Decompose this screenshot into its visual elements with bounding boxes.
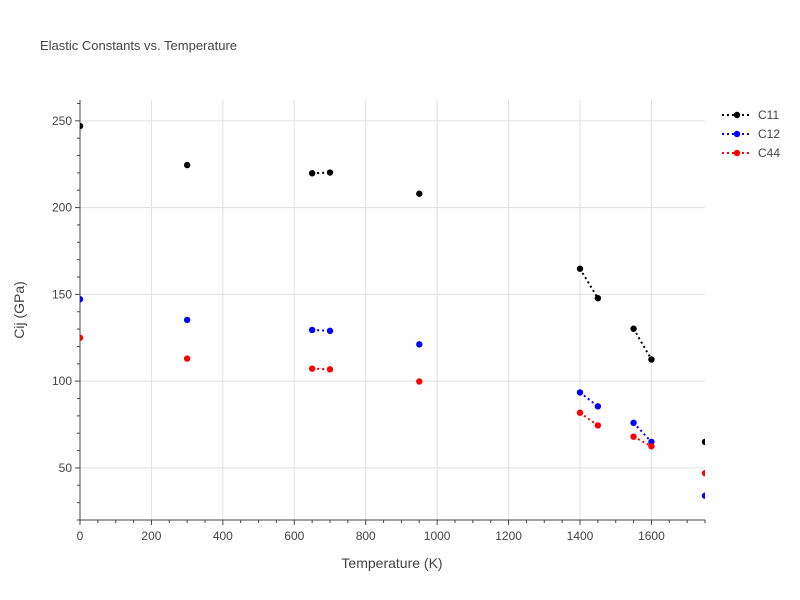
- legend-label: C11: [758, 108, 779, 122]
- data-point[interactable]: [416, 341, 423, 348]
- data-point[interactable]: [308, 365, 316, 372]
- data-point[interactable]: [630, 419, 637, 427]
- x-tick-label: 400: [213, 529, 233, 543]
- series-line-segment: [579, 268, 599, 299]
- data-point[interactable]: [77, 122, 84, 130]
- data-point[interactable]: [183, 355, 191, 362]
- legend-marker: [733, 111, 741, 119]
- legend-label: C12: [758, 127, 780, 141]
- axis-layer: 0 200 400 600 800 1000 1200 1400 1600 50 100 150 200…: [52, 100, 706, 543]
- x-tick-label: 200: [141, 529, 161, 543]
- chart-title: Elastic Constants vs. Temperature: [40, 38, 237, 53]
- series-line-segment: [633, 435, 652, 448]
- legend-item-c44[interactable]: C44: [722, 146, 780, 160]
- legend-item-c11[interactable]: C11: [722, 108, 779, 122]
- legend-marker: [733, 149, 741, 157]
- data-layer: [77, 122, 708, 499]
- series-line-segment: [579, 391, 599, 408]
- x-tick-label: 800: [356, 529, 376, 543]
- data-point[interactable]: [77, 296, 84, 303]
- series-c12: [77, 296, 708, 499]
- data-point[interactable]: [576, 265, 584, 272]
- data-point[interactable]: [648, 443, 655, 450]
- series-line-segment: [632, 422, 653, 443]
- data-point[interactable]: [594, 422, 602, 429]
- series-line-segment: [579, 411, 599, 427]
- data-point[interactable]: [630, 433, 637, 440]
- x-axis-title: Temperature (K): [341, 555, 442, 571]
- data-point[interactable]: [594, 403, 602, 410]
- grid-layer: [80, 100, 705, 520]
- data-point[interactable]: [416, 190, 423, 197]
- data-point[interactable]: [701, 438, 708, 446]
- series-c11: [77, 122, 708, 446]
- data-point[interactable]: [576, 409, 584, 416]
- y-tick-label: 150: [52, 287, 72, 301]
- data-point[interactable]: [416, 378, 423, 385]
- data-point[interactable]: [701, 469, 708, 477]
- y-tick-label: 100: [52, 374, 72, 388]
- series-line-segment: [632, 328, 653, 360]
- data-point[interactable]: [77, 334, 84, 341]
- legend-item-c12[interactable]: C12: [722, 127, 780, 141]
- legend[interactable]: C11 C12 C44: [722, 108, 780, 160]
- x-tick-label: 0: [77, 529, 84, 543]
- data-point[interactable]: [701, 492, 708, 499]
- legend-label: C44: [758, 146, 780, 160]
- data-point[interactable]: [648, 356, 655, 363]
- data-point[interactable]: [183, 161, 191, 169]
- data-point[interactable]: [326, 366, 334, 373]
- x-tick-label: 1600: [638, 529, 665, 543]
- series-c44: [77, 334, 708, 477]
- x-tick-label: 1400: [567, 529, 594, 543]
- legend-marker: [733, 130, 741, 138]
- data-point[interactable]: [576, 389, 584, 396]
- y-axis-title: Cij (GPa): [11, 281, 27, 339]
- x-tick-label: 1000: [424, 529, 451, 543]
- y-tick-label: 50: [59, 461, 73, 475]
- y-tick-label: 250: [52, 114, 72, 128]
- data-point[interactable]: [326, 169, 334, 176]
- data-point[interactable]: [183, 316, 191, 324]
- data-point[interactable]: [308, 326, 316, 334]
- data-point[interactable]: [594, 294, 602, 302]
- data-point[interactable]: [630, 325, 637, 332]
- data-point[interactable]: [308, 170, 316, 177]
- x-tick-label: 600: [284, 529, 304, 543]
- y-tick-label: 200: [52, 201, 72, 215]
- data-point[interactable]: [326, 327, 334, 335]
- x-tick-label: 1200: [495, 529, 522, 543]
